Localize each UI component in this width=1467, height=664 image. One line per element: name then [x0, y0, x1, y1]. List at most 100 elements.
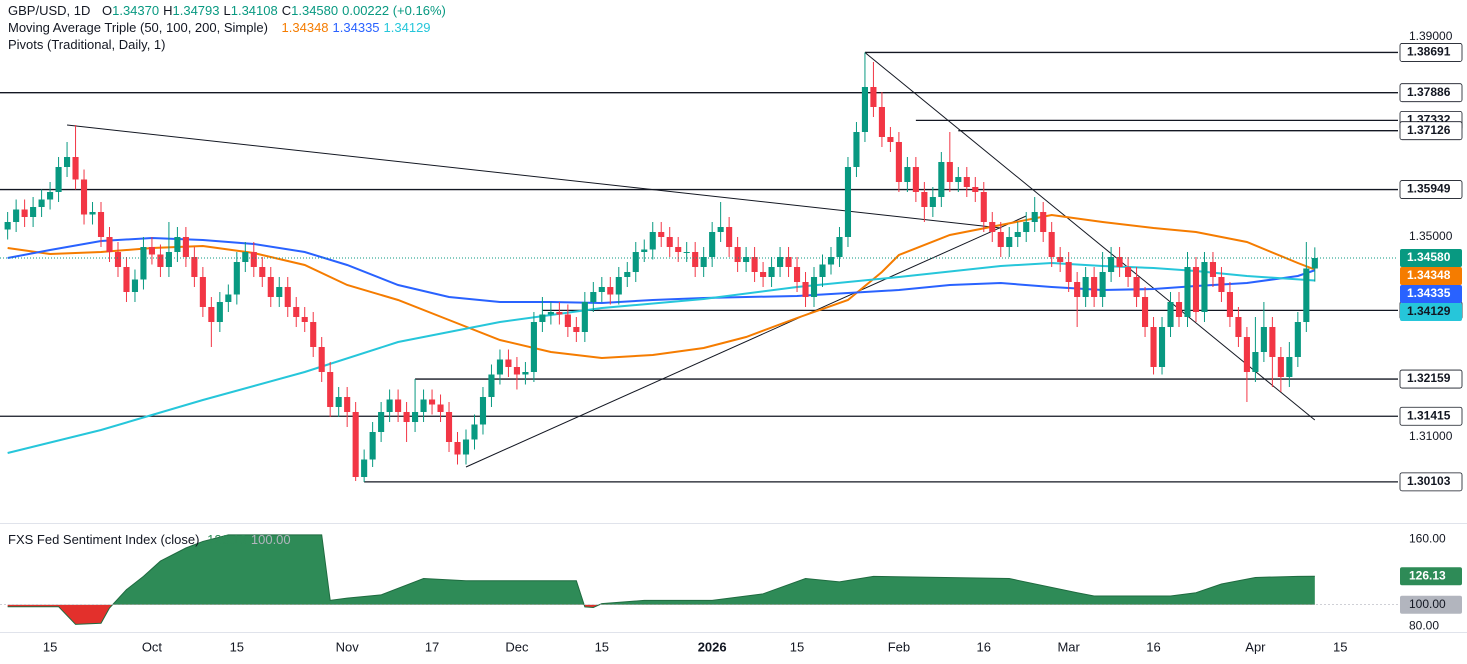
candle-body: [590, 292, 597, 302]
candle-body: [1014, 232, 1021, 237]
candle-body: [1252, 352, 1259, 372]
candle-body: [632, 252, 639, 272]
candle-body: [1006, 237, 1013, 247]
candle-body: [428, 399, 436, 405]
candle-body: [344, 397, 351, 412]
candle-body: [182, 237, 189, 257]
trendline: [67, 124, 1001, 229]
candle-body: [946, 162, 953, 182]
candle-body: [1048, 232, 1055, 257]
candle-body: [649, 232, 656, 250]
x-tick-label: 2026: [698, 639, 727, 654]
candle-body: [1074, 282, 1081, 297]
pivot-label: 1.30103: [1407, 474, 1451, 488]
candle-body: [420, 399, 427, 412]
candle-body: [760, 272, 767, 277]
candle-body: [361, 459, 368, 477]
pivot-label-box: [1399, 180, 1463, 199]
candle-body: [318, 347, 325, 372]
ma-price-label: 1.34129: [1407, 304, 1451, 318]
ohlc-key: L: [223, 3, 231, 18]
candle-body: [963, 177, 970, 187]
candle-body: [174, 237, 181, 252]
candle-body: [887, 137, 894, 142]
candle-body: [700, 257, 707, 267]
candle-body: [751, 257, 758, 272]
price-pane: [0, 51, 1398, 483]
candle-body: [310, 322, 317, 347]
ohlc-value: 1.34793: [172, 3, 220, 18]
candle-body: [157, 254, 164, 267]
area-above: [7, 534, 1315, 605]
ohlc-key: C: [281, 3, 292, 18]
candle-body: [827, 257, 835, 265]
candle-body: [259, 267, 266, 277]
candle-body: [38, 199, 45, 207]
candle-body: [793, 267, 801, 282]
x-tick-label: Dec: [505, 639, 529, 654]
candle-body: [810, 277, 818, 297]
candle-body: [199, 277, 206, 307]
candle-body: [216, 302, 223, 322]
candle-body: [1269, 327, 1276, 357]
ma-price-label-box: [1400, 303, 1462, 321]
candle-body: [1218, 277, 1225, 292]
candle-body: [327, 372, 334, 407]
candle-body: [225, 294, 232, 302]
candle-body: [1209, 262, 1217, 277]
candle-body: [403, 412, 410, 422]
candle-body: [853, 132, 860, 167]
candle-body: [1192, 267, 1200, 312]
candle-body: [802, 282, 809, 297]
candle-body: [844, 167, 852, 237]
candle-body: [208, 307, 215, 322]
candle-body: [1141, 297, 1149, 327]
candle-body: [242, 252, 249, 262]
candle-body: [293, 307, 300, 317]
x-tick-label: 16: [1146, 639, 1160, 654]
candle-body: [1065, 262, 1072, 282]
candle-body: [301, 317, 308, 322]
candle-body: [165, 252, 172, 267]
candle-body: [912, 167, 919, 192]
candle-body: [997, 232, 1004, 247]
ma-price-label-box: [1400, 267, 1462, 285]
x-tick-label: 16: [977, 639, 991, 654]
pivot-label: 1.32159: [1407, 371, 1451, 385]
ohlc-value: 1.34580: [291, 3, 339, 18]
candle-body: [768, 267, 775, 277]
current-price-label-box: [1400, 249, 1462, 267]
candle-body: [352, 412, 359, 477]
candle-body: [1158, 327, 1166, 367]
candle-body: [335, 397, 342, 407]
indicator-value: 126.13: [207, 532, 247, 547]
candle-body: [615, 277, 622, 295]
ma-value: 1.34335: [332, 20, 380, 35]
candle-body: [1091, 277, 1098, 297]
candle-body: [1235, 317, 1242, 337]
candle-body: [114, 252, 122, 267]
ma-legend: Moving Average Triple (50, 100, 200, Sim…: [8, 19, 435, 36]
ma-value: 1.34348: [281, 20, 329, 35]
candle-body: [878, 107, 885, 137]
pivot-title: Pivots (Traditional, Daily, 1): [8, 37, 166, 52]
candle-body: [1040, 212, 1047, 232]
candle-body: [675, 247, 682, 252]
candle-body: [1082, 277, 1089, 297]
y-tick-label: 1.39000: [1409, 29, 1453, 43]
candle-body: [1286, 357, 1293, 377]
candle-body: [539, 314, 546, 322]
candle-body: [895, 142, 902, 182]
candle-body: [47, 192, 54, 200]
ma-price-label: 1.34348: [1407, 268, 1451, 282]
candle-body: [598, 287, 605, 292]
x-tick-label: Mar: [1057, 639, 1080, 654]
candle-body: [97, 212, 105, 237]
candle-body: [80, 179, 88, 215]
candle-body: [284, 287, 291, 307]
candle-body: [1303, 268, 1310, 322]
candle-body: [726, 227, 733, 247]
pivot-label-box: [1399, 369, 1463, 389]
candle-body: [496, 359, 504, 375]
